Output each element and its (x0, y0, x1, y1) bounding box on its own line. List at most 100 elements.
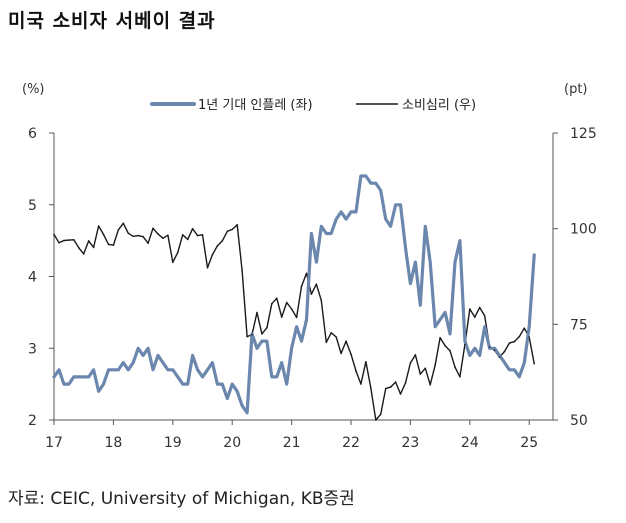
data-point-inflation (117, 369, 120, 371)
data-point-sentiment (474, 316, 476, 318)
data-point-sentiment (127, 232, 130, 235)
data-point-sentiment (97, 225, 100, 227)
data-point-inflation (285, 383, 288, 385)
data-point-sentiment (246, 335, 248, 338)
data-point-inflation (454, 261, 456, 263)
data-point-sentiment (379, 413, 382, 416)
data-point-sentiment (414, 354, 417, 356)
left-tick-label: 4 (28, 270, 37, 286)
data-point-sentiment (523, 327, 526, 330)
x-tick-label: 22 (342, 435, 360, 451)
data-point-inflation (246, 412, 248, 414)
data-point-sentiment (196, 234, 199, 237)
data-point-inflation (211, 361, 214, 364)
data-point-inflation (370, 182, 372, 184)
data-point-inflation (498, 354, 501, 357)
data-point-inflation (112, 369, 115, 371)
data-point-sentiment (483, 315, 486, 317)
data-point-inflation (152, 369, 154, 371)
data-point-sentiment (315, 283, 318, 286)
data-point-inflation (434, 325, 437, 328)
data-point-inflation (404, 247, 407, 249)
data-point-inflation (82, 376, 85, 378)
data-point-sentiment (469, 308, 471, 310)
right-tick-label: 75 (570, 317, 588, 333)
data-point-sentiment (394, 381, 397, 383)
data-point-sentiment (513, 340, 516, 343)
data-point-sentiment (300, 285, 303, 288)
data-point-sentiment (112, 244, 115, 246)
data-point-inflation (533, 254, 535, 256)
data-point-inflation (186, 383, 189, 385)
data-point-inflation (132, 361, 134, 364)
data-point-inflation (409, 282, 412, 285)
data-point-inflation (345, 218, 347, 220)
data-point-sentiment (266, 327, 268, 329)
data-point-sentiment (271, 302, 273, 305)
data-point-sentiment (459, 376, 461, 378)
data-point-sentiment (206, 266, 209, 269)
data-point-inflation (335, 218, 338, 220)
data-point-sentiment (87, 240, 90, 242)
x-tick-label: 25 (520, 435, 538, 451)
data-point-inflation (429, 261, 432, 263)
data-point-sentiment (305, 272, 308, 275)
data-point-inflation (92, 369, 95, 371)
data-point-sentiment (355, 370, 357, 372)
data-point-sentiment (231, 228, 233, 231)
data-point-inflation (375, 182, 377, 184)
data-point-sentiment (102, 233, 105, 236)
data-point-sentiment (285, 301, 288, 304)
data-point-sentiment (320, 299, 323, 302)
data-point-inflation (201, 376, 204, 378)
data-point-inflation (379, 189, 382, 192)
data-point-inflation (137, 347, 139, 350)
data-point-sentiment (162, 237, 164, 239)
data-point-inflation (147, 347, 149, 350)
data-point-sentiment (340, 352, 342, 355)
data-point-sentiment (350, 353, 352, 356)
data-point-sentiment (122, 222, 125, 225)
data-point-inflation (167, 369, 169, 371)
data-point-sentiment (191, 227, 194, 230)
legend-label-sentiment: 소비심리 (우) (402, 98, 476, 113)
data-point-sentiment (167, 234, 169, 236)
data-point-sentiment (226, 230, 229, 233)
series-line-inflation (52, 174, 536, 415)
data-point-sentiment (211, 253, 214, 256)
data-point-sentiment (439, 336, 441, 339)
data-point-sentiment (434, 364, 437, 366)
data-point-sentiment (92, 246, 95, 249)
data-point-sentiment (424, 367, 427, 370)
chart-title: 미국 소비자 서베이 결과 (8, 10, 216, 32)
data-point-inflation (523, 361, 526, 364)
data-point-inflation (424, 225, 427, 228)
data-point-sentiment (360, 383, 362, 385)
data-point-inflation (355, 211, 357, 213)
data-point-inflation (127, 369, 130, 371)
data-point-sentiment (107, 243, 110, 246)
data-point-sentiment (384, 387, 387, 390)
data-point-inflation (439, 318, 441, 321)
x-tick-label: 23 (402, 435, 420, 451)
data-point-inflation (325, 232, 328, 235)
left-tick-label: 2 (28, 413, 37, 429)
data-point-inflation (330, 232, 333, 235)
data-point-inflation (449, 333, 451, 335)
data-point-sentiment (172, 261, 174, 264)
data-point-sentiment (216, 245, 219, 247)
data-point-inflation (261, 340, 263, 342)
data-point-sentiment (330, 332, 333, 334)
data-point-inflation (122, 361, 125, 364)
data-point-sentiment (290, 308, 293, 310)
x-tick-label: 19 (164, 435, 182, 451)
series-line-sentiment (53, 222, 535, 421)
data-point-sentiment (117, 229, 120, 231)
data-point-inflation (513, 369, 516, 371)
data-point-inflation (389, 225, 392, 228)
data-point-sentiment (365, 361, 367, 363)
right-tick-label: 125 (570, 126, 597, 142)
data-point-sentiment (251, 333, 253, 336)
data-point-sentiment (78, 247, 80, 249)
data-point-sentiment (429, 384, 432, 386)
